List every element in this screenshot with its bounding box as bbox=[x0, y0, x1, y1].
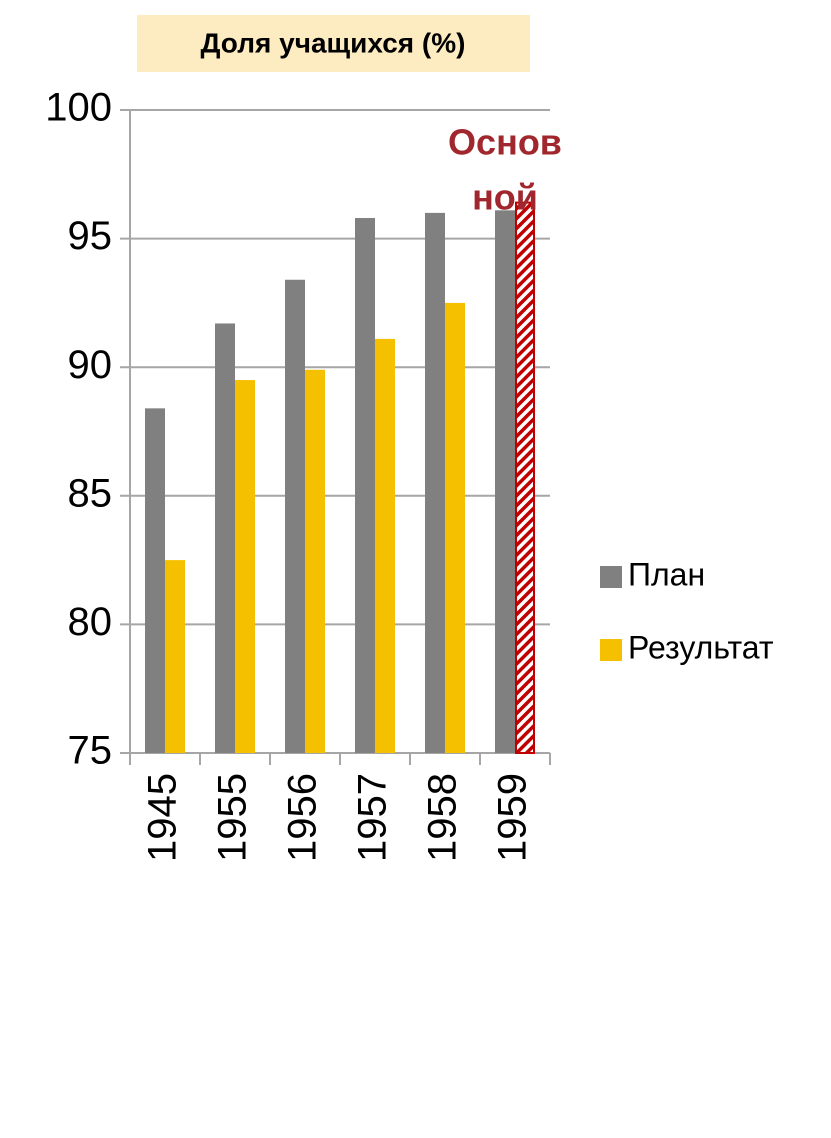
y-tick-label: 95 bbox=[68, 214, 113, 258]
legend-swatch bbox=[600, 639, 622, 661]
y-tick-label: 90 bbox=[68, 343, 113, 387]
bar bbox=[145, 408, 165, 753]
x-tick-label: 1956 bbox=[281, 773, 325, 862]
x-tick-label: 1957 bbox=[351, 773, 395, 862]
x-tick-label: 1959 bbox=[491, 773, 535, 862]
y-tick-label: 85 bbox=[68, 471, 113, 515]
bar bbox=[285, 279, 305, 753]
bar bbox=[375, 338, 395, 753]
annotation: Основ bbox=[448, 122, 562, 163]
legend-label: Результат bbox=[628, 629, 774, 665]
bar bbox=[355, 218, 375, 754]
x-tick-label: 1945 bbox=[141, 773, 185, 862]
x-tick-label: 1958 bbox=[421, 773, 465, 862]
bar bbox=[425, 212, 445, 753]
bar bbox=[215, 323, 235, 753]
y-tick-label: 100 bbox=[45, 86, 112, 130]
bar bbox=[235, 380, 255, 753]
x-tick-label: 1955 bbox=[211, 773, 255, 862]
annotation: ной bbox=[472, 177, 538, 218]
y-tick-label: 75 bbox=[68, 729, 113, 773]
title-box bbox=[137, 15, 530, 72]
bar bbox=[165, 560, 185, 753]
chart-title: Доля учащихся (%) bbox=[201, 27, 466, 58]
legend-swatch bbox=[600, 566, 622, 588]
bar bbox=[305, 369, 325, 753]
highlighted-bar bbox=[515, 201, 535, 755]
bar bbox=[445, 302, 465, 753]
bar bbox=[495, 210, 515, 754]
y-tick-label: 80 bbox=[68, 600, 113, 644]
legend-label: План bbox=[628, 556, 705, 592]
